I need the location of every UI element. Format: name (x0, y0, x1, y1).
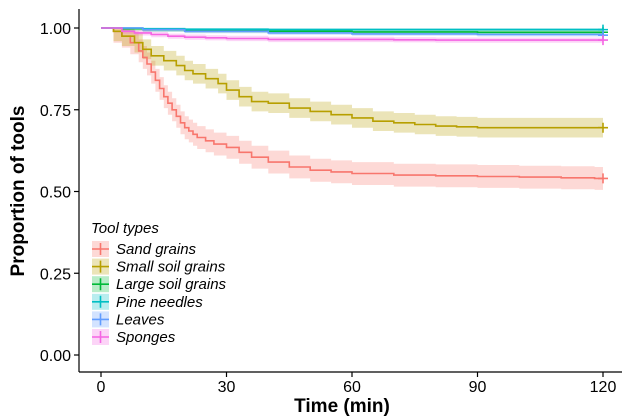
ci-band-sand-grains (101, 28, 603, 190)
x-tick-label: 90 (469, 379, 487, 396)
y-tick-label: 1.00 (40, 21, 71, 38)
censor-mark-small-soil-grains (598, 122, 608, 133)
legend-label-sand-grains: Sand grains (116, 241, 197, 258)
x-tick-label: 0 (97, 379, 106, 396)
series-line-small-soil-grains (101, 27, 603, 129)
survival-lines (101, 24, 608, 184)
legend-label-sponges: Sponges (116, 329, 176, 346)
legend-line-leaves (92, 313, 109, 326)
series-line-leaves (101, 27, 604, 36)
legend-label-pine-needles: Pine needles (116, 294, 203, 311)
legend-line-pine-needles (92, 295, 109, 308)
legend-label-large-soil-grains: Large soil grains (116, 276, 227, 293)
legend-line-large-soil-grains (92, 278, 109, 291)
legend-line-sponges (92, 331, 109, 343)
x-tick-label: 60 (343, 379, 361, 396)
legend-title: Tool types (91, 220, 159, 237)
y-tick-label: 0.75 (40, 103, 71, 120)
series-line-sponges (101, 27, 603, 41)
y-tick-label: 0.00 (40, 348, 71, 365)
series-line-sand-grains (101, 27, 603, 180)
legend-label-leaves: Leaves (116, 311, 165, 328)
y-tick-label: 0.25 (40, 266, 71, 283)
x-tick-label: 30 (218, 379, 236, 396)
confidence-bands (101, 28, 603, 190)
legend-line-sand-grains (92, 243, 109, 255)
censor-mark-sponges (598, 35, 608, 46)
legend-label-small-soil-grains: Small soil grains (116, 259, 226, 276)
censor-mark-sand-grains (598, 173, 608, 184)
x-tick-label: 120 (590, 379, 617, 396)
axes: 0 30 60 90 120 0.00 0.25 0.50 0.75 1.00 (40, 9, 622, 396)
legend-line-small-soil-grains (92, 260, 109, 273)
x-axis-title: Time (min) (294, 396, 390, 417)
y-axis-title: Proportion of tools (8, 106, 29, 277)
y-tick-label: 0.50 (40, 185, 71, 202)
